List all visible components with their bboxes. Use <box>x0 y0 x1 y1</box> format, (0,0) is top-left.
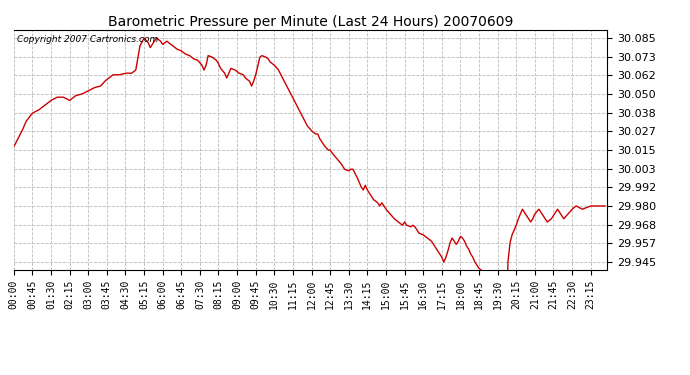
Text: Copyright 2007 Cartronics.com: Copyright 2007 Cartronics.com <box>17 35 158 44</box>
Title: Barometric Pressure per Minute (Last 24 Hours) 20070609: Barometric Pressure per Minute (Last 24 … <box>108 15 513 29</box>
